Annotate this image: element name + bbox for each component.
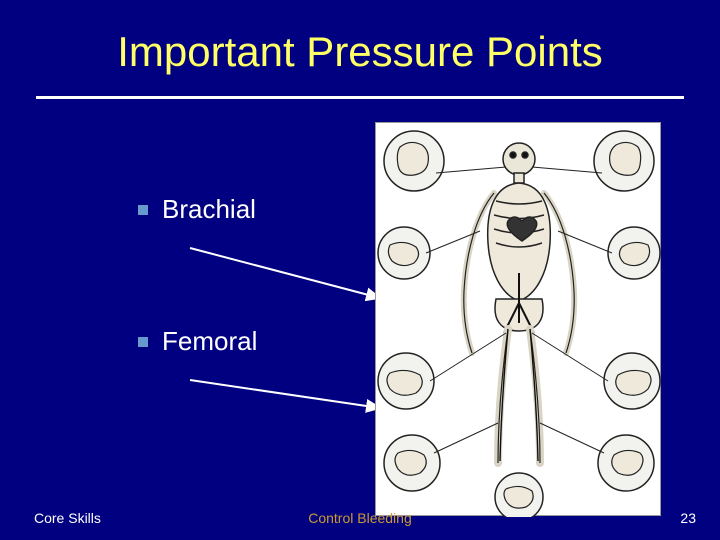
footer-right-page-number: 23 (680, 510, 696, 526)
bullet-brachial: Brachial (138, 194, 256, 225)
bullet-label: Femoral (162, 326, 257, 357)
slide-title: Important Pressure Points (0, 28, 720, 76)
bullet-femoral: Femoral (138, 326, 257, 357)
bullet-square-icon (138, 337, 148, 347)
footer-center: Control Bleeding (0, 510, 720, 526)
anatomy-diagram (375, 122, 661, 516)
arrow-femoral (190, 380, 380, 408)
bullet-square-icon (138, 205, 148, 215)
arrow-brachial (190, 248, 380, 298)
slide: Important Pressure Points Brachial Femor… (0, 0, 720, 540)
bullet-label: Brachial (162, 194, 256, 225)
title-underline (36, 96, 684, 99)
